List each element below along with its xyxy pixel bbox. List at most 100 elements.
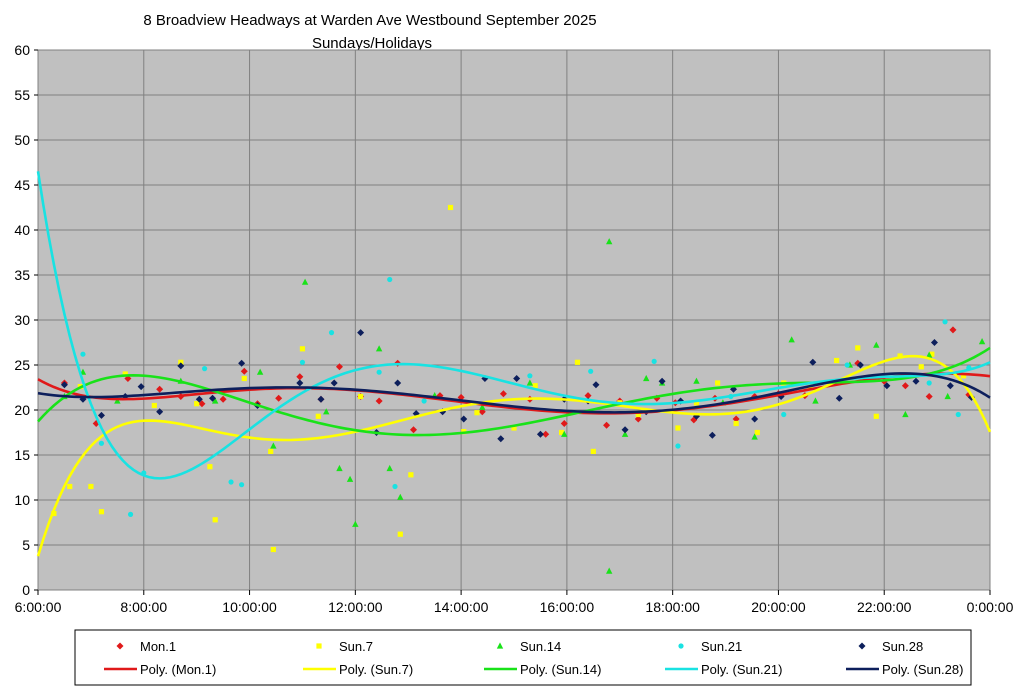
data-point	[178, 359, 184, 365]
data-point	[902, 410, 909, 418]
data-point	[98, 440, 105, 446]
data-point	[621, 426, 629, 434]
data-point	[527, 373, 533, 379]
y-tick-label: 60	[14, 42, 30, 58]
x-tick-label: 10:00:00	[222, 599, 277, 615]
data-point	[542, 430, 550, 438]
data-point	[270, 546, 276, 553]
data-point	[394, 379, 402, 387]
data-point	[912, 377, 920, 385]
y-axis-ticks: 0 5 10 15 20 25 30 35 40 45 50 55 60	[14, 42, 38, 598]
data-point	[219, 395, 227, 403]
data-point	[788, 336, 795, 343]
x-tick-label: 12:00:00	[328, 599, 383, 615]
data-point	[559, 429, 565, 436]
data-point	[335, 363, 343, 371]
data-point	[693, 377, 700, 384]
data-point	[447, 204, 454, 211]
y-tick-label: 50	[14, 132, 30, 148]
legend-box	[74, 629, 972, 686]
data-point	[275, 394, 283, 402]
data-point	[421, 398, 427, 404]
legend-trend-label: Poly. (Mon.1)	[140, 662, 216, 677]
data-point	[925, 393, 933, 400]
data-point	[88, 483, 94, 490]
data-point	[156, 385, 164, 393]
data-point	[635, 411, 641, 418]
y-tick-label: 15	[14, 447, 30, 463]
data-point	[299, 359, 306, 365]
y-tick-label: 40	[14, 222, 30, 238]
data-point	[513, 375, 521, 382]
data-point	[80, 351, 86, 357]
y-tick-label: 30	[14, 312, 30, 328]
data-point	[708, 431, 716, 439]
data-point	[296, 373, 304, 381]
data-point	[497, 435, 505, 443]
data-point	[634, 415, 642, 423]
y-tick-label: 35	[14, 267, 30, 283]
data-point	[590, 448, 596, 454]
data-point	[675, 425, 681, 431]
data-point	[239, 482, 245, 488]
x-tick-label: 8:00:00	[120, 599, 167, 615]
data-point	[807, 384, 813, 391]
data-point	[198, 400, 206, 408]
legend-marker	[678, 643, 684, 649]
data-point	[536, 430, 544, 438]
legend-trend-label: Poly. (Sun.14)	[520, 662, 601, 677]
legend-label: Sun.28	[882, 639, 923, 654]
data-point	[835, 394, 843, 402]
data-point	[397, 493, 404, 500]
legend-marker	[116, 642, 124, 650]
data-point	[317, 395, 325, 403]
data-point	[238, 359, 246, 367]
data-point	[137, 383, 145, 391]
data-point	[177, 362, 185, 370]
data-point	[560, 420, 568, 427]
data-point	[474, 410, 480, 416]
legend-marker	[858, 642, 866, 650]
data-point	[202, 366, 208, 372]
data-point	[346, 475, 354, 482]
data-point	[511, 425, 517, 431]
legend-label: Mon.1	[140, 639, 176, 654]
data-point	[299, 346, 306, 352]
data-point	[834, 357, 840, 364]
data-point	[978, 338, 986, 345]
data-point	[375, 397, 383, 405]
data-point	[410, 426, 418, 434]
data-point	[946, 382, 954, 390]
data-point	[603, 421, 611, 429]
trendlines	[36, 171, 992, 557]
data-point	[693, 400, 700, 406]
data-point	[592, 381, 600, 389]
data-point	[751, 433, 758, 440]
data-point	[812, 397, 819, 404]
data-point	[643, 374, 650, 382]
data-point	[67, 483, 73, 490]
data-point	[315, 413, 321, 419]
data-point	[754, 429, 760, 436]
data-point	[809, 358, 817, 366]
x-tick-label: 22:00:00	[857, 599, 912, 615]
data-point	[270, 442, 277, 449]
data-point	[942, 319, 948, 325]
data-point	[397, 531, 403, 537]
data-point	[733, 420, 739, 427]
data-point	[228, 479, 234, 485]
data-point	[328, 330, 335, 336]
data-point	[375, 345, 383, 352]
data-point	[301, 278, 309, 285]
data-point	[376, 369, 382, 375]
y-tick-label: 25	[14, 357, 30, 373]
data-point	[732, 415, 740, 423]
data-point	[240, 367, 248, 375]
x-tick-label: 16:00:00	[540, 599, 595, 615]
data-point	[588, 368, 594, 374]
y-tick-label: 20	[14, 402, 30, 418]
data-point	[387, 276, 393, 283]
data-point	[606, 238, 613, 245]
data-point	[323, 408, 330, 415]
